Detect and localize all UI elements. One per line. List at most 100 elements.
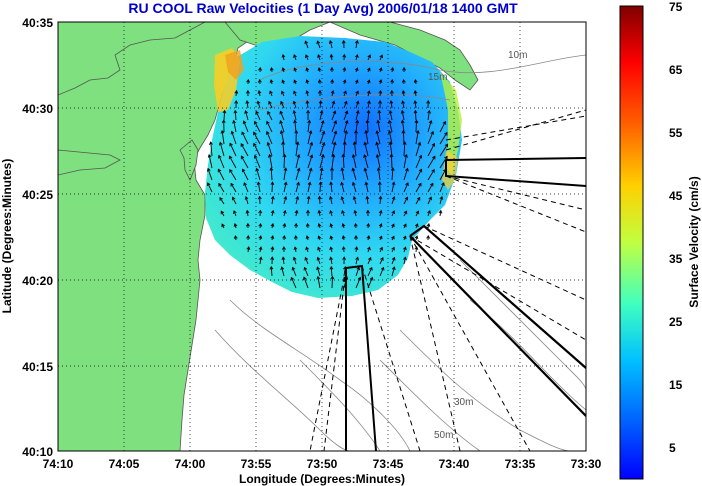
velocity-arrowhead — [369, 276, 374, 281]
velocity-arrowhead — [305, 235, 310, 240]
velocity-arrow — [415, 142, 421, 157]
velocity-arrowhead — [317, 54, 321, 58]
velocity-arrowhead — [332, 110, 337, 115]
velocity-arrowhead — [387, 130, 392, 134]
velocity-arrowhead — [221, 223, 225, 228]
velocity-arrowhead — [431, 155, 436, 160]
velocity-arrowhead — [380, 257, 384, 261]
velocity-arrowhead — [366, 67, 371, 72]
velocity-arrowhead — [355, 109, 360, 114]
velocity-arrowhead — [266, 141, 271, 146]
velocity-arrow — [295, 196, 299, 205]
velocity-arrowhead — [330, 275, 335, 280]
velocity-arrowhead — [341, 223, 346, 227]
velocity-arrowhead — [377, 109, 382, 114]
velocity-arrow — [266, 121, 273, 133]
velocity-arrowhead — [375, 130, 380, 135]
velocity-arrowhead — [379, 246, 383, 251]
velocity-arrowhead — [317, 195, 322, 200]
velocity-arrow — [402, 101, 405, 109]
velocity-arrowhead — [413, 109, 418, 114]
velocity-arrow — [403, 257, 406, 265]
velocity-arrow — [330, 266, 333, 277]
velocity-arrowhead — [414, 223, 419, 228]
velocity-arrow — [388, 130, 393, 145]
velocity-arrowhead — [379, 54, 383, 59]
velocity-arrow — [439, 182, 445, 193]
velocity-arrow — [355, 40, 358, 49]
velocity-arrowhead — [357, 276, 362, 281]
velocity-arrow — [256, 168, 261, 181]
velocity-arrowhead — [351, 153, 356, 158]
velocity-arrow — [366, 196, 369, 205]
land-west-coast — [58, 149, 121, 176]
velocity-arrow — [402, 130, 405, 145]
velocity-arrow — [439, 121, 446, 133]
velocity-arrowhead — [256, 100, 261, 105]
velocity-arrowhead — [401, 100, 405, 105]
velocity-arrow — [259, 257, 262, 265]
velocity-arrow — [367, 110, 370, 121]
velocity-arrowhead — [291, 266, 296, 271]
velocity-arrowhead — [405, 167, 409, 172]
velocity-arrowhead — [426, 235, 431, 239]
velocity-arrowhead — [340, 181, 344, 186]
velocity-arrowhead — [229, 142, 233, 147]
velocity-arrow — [415, 155, 422, 169]
velocity-arrowhead — [402, 141, 407, 145]
velocity-arrowhead — [280, 100, 284, 105]
velocity-arrow — [307, 182, 311, 193]
velocity-arrow — [353, 142, 357, 157]
velocity-arrowhead — [375, 153, 380, 158]
velocity-arrow — [355, 277, 361, 289]
velocity-arrowhead — [366, 222, 371, 227]
velocity-arrowhead — [303, 266, 308, 271]
velocity-arrowhead — [342, 53, 347, 58]
velocity-arrow — [379, 267, 384, 277]
velocity-arrowhead — [388, 141, 393, 146]
velocity-arrowhead — [221, 119, 226, 124]
velocity-arrowhead — [341, 153, 346, 158]
velocity-arrowhead — [355, 256, 360, 261]
velocity-arrow — [253, 143, 261, 157]
velocity-arrowhead — [342, 256, 346, 260]
velocity-arrow — [330, 182, 333, 193]
velocity-arrow — [343, 101, 348, 109]
velocity-arrowhead — [241, 131, 245, 136]
velocity-arrow — [293, 101, 297, 109]
velocity-arrowhead — [281, 79, 286, 84]
velocity-arrow — [331, 276, 333, 289]
velocity-arrow — [427, 120, 432, 133]
velocity-arrow — [319, 100, 322, 109]
velocity-arrow — [254, 155, 261, 169]
velocity-arrowhead — [270, 256, 275, 261]
velocity-arrowhead — [367, 246, 371, 251]
velocity-arrow — [439, 143, 448, 157]
velocity-arrow — [364, 168, 369, 181]
velocity-arrowhead — [218, 141, 223, 146]
velocity-arrowhead — [413, 90, 418, 94]
velocity-arrowhead — [354, 129, 358, 134]
velocity-arrowhead — [351, 181, 356, 186]
velocity-arrowhead — [304, 40, 309, 45]
y-tick-label: 40:20 — [22, 274, 53, 288]
velocity-arrow — [266, 131, 273, 145]
velocity-arrowhead — [290, 276, 295, 281]
velocity-arrow — [208, 154, 213, 169]
velocity-arrow — [219, 197, 225, 205]
velocity-arrowhead — [229, 168, 233, 173]
velocity-arrowhead — [367, 100, 371, 105]
velocity-arrowhead — [332, 141, 337, 146]
velocity-arrow — [319, 196, 321, 205]
velocity-arrowhead — [292, 256, 297, 261]
x-tick-labels: 74:10 74:05 74:00 73:55 73:50 73:45 73:4… — [43, 457, 602, 471]
velocity-arrowhead — [270, 209, 275, 214]
velocity-arrowhead — [352, 141, 357, 145]
velocity-arrow — [377, 168, 381, 181]
velocity-arrow — [267, 142, 273, 157]
velocity-arrowhead — [417, 141, 422, 146]
velocity-arrow — [403, 210, 407, 217]
velocity-arrow — [253, 131, 261, 145]
velocity-arrowhead — [267, 110, 271, 115]
contour-label-30m: 30m — [454, 397, 473, 408]
